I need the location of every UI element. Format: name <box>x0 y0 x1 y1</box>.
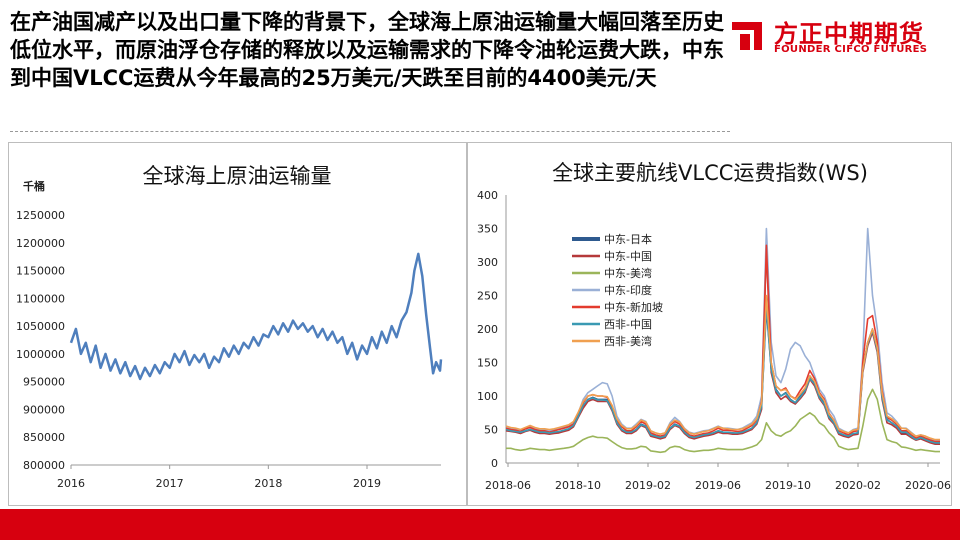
x-tick-label: 2018 <box>254 477 282 490</box>
company-logo: 方正中期期货 FOUNDER CIFCO FUTURES <box>728 12 950 60</box>
headline-divider <box>10 131 730 132</box>
series-line <box>505 227 940 441</box>
legend-label: 西非-美湾 <box>604 334 652 348</box>
chart-title: 全球海上原油运输量 <box>143 164 332 188</box>
x-tick-label: 2017 <box>156 477 184 490</box>
y-tick-label: 150 <box>477 357 498 370</box>
y-tick-label: 200 <box>477 323 498 336</box>
legend-label: 中东-中国 <box>604 250 652 263</box>
x-tick-label: 2019 <box>353 477 381 490</box>
x-tick-label: 2016 <box>57 477 85 490</box>
y-tick-label: 1050000 <box>16 320 65 333</box>
x-tick-label: 2019-02 <box>625 479 671 492</box>
series-line <box>69 252 443 381</box>
y-tick-label: 950000 <box>23 376 65 389</box>
y-tick-label: 250 <box>477 290 498 303</box>
y-tick-label: 1000000 <box>16 348 65 361</box>
vlcc-freight-chart: 全球主要航线VLCC运费指数(WS) 400 350 300 250 200 150 100 5… <box>477 161 951 492</box>
legend-label: 中东-美湾 <box>604 266 652 280</box>
x-tick-label: 2019-06 <box>695 479 741 492</box>
chart-title: 全球主要航线VLCC运费指数(WS) <box>552 161 868 185</box>
y-tick-label: 1200000 <box>16 237 65 250</box>
legend-label: 西非-中国 <box>604 318 652 331</box>
x-tick-label: 2020-02 <box>835 479 881 492</box>
y-tick-label: 0 <box>491 457 498 470</box>
y-tick-label: 400 <box>477 189 498 202</box>
chart-panel-left: 全球海上原油运输量千桶 1250000 1200000 1150000 1100000 1… <box>8 142 467 506</box>
y-tick-label: 300 <box>477 256 498 269</box>
x-tick-label: 2019-10 <box>765 479 811 492</box>
y-tick-label: 1100000 <box>16 292 65 305</box>
y-tick-label: 100 <box>477 390 498 403</box>
x-tick-label: 2020-06 <box>905 479 951 492</box>
series-line <box>505 294 940 441</box>
y-tick-label: 1150000 <box>16 265 65 278</box>
logo-mark-icon <box>732 22 762 50</box>
y-tick-label: 800000 <box>23 459 65 472</box>
legend-label: 中东-印度 <box>604 283 652 297</box>
x-tick-label: 2018-06 <box>485 479 531 492</box>
y-tick-label: 850000 <box>23 431 65 444</box>
legend-label: 中东-新加坡 <box>604 300 663 314</box>
y-tick-label: 50 <box>484 424 498 437</box>
y-tick-label: 350 <box>477 223 498 236</box>
logo-name: 方正中期期货 <box>774 20 924 48</box>
series-line <box>506 388 940 454</box>
logo-english: FOUNDER CIFCO FUTURES <box>774 44 928 55</box>
y-tick-label: 900000 <box>23 403 65 416</box>
footer-bar <box>0 509 960 540</box>
slide-headline: 在产油国减产以及出口量下降的背景下，全球海上原油运输量大幅回落至历史低位水平，而… <box>10 10 724 90</box>
y-tick-label: 1250000 <box>16 209 65 222</box>
y-axis-label: 千桶 <box>23 179 45 193</box>
legend-label: 中东-日本 <box>604 232 652 246</box>
series-line <box>505 247 940 445</box>
x-tick-label: 2018-10 <box>555 479 601 492</box>
chart-panel-right: 全球主要航线VLCC运费指数(WS) 400 350 300 250 200 150 100 5… <box>467 142 952 506</box>
